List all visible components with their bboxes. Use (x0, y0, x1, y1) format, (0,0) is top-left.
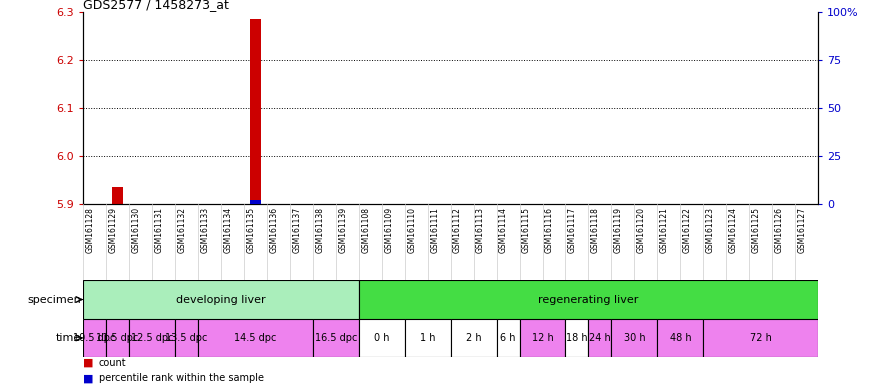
Text: GSM161133: GSM161133 (200, 207, 209, 253)
Text: GSM161132: GSM161132 (178, 207, 186, 253)
Text: GSM161120: GSM161120 (637, 207, 646, 253)
Text: GSM161137: GSM161137 (292, 207, 301, 253)
Text: GSM161135: GSM161135 (247, 207, 255, 253)
Bar (106, 319, 130, 357)
Text: GSM161115: GSM161115 (522, 207, 531, 253)
Text: 24 h: 24 h (589, 333, 611, 343)
Bar (130, 319, 175, 357)
Text: 16.5 dpc: 16.5 dpc (315, 333, 357, 343)
Text: developing liver: developing liver (176, 295, 266, 305)
Text: GSM161112: GSM161112 (453, 207, 462, 253)
Bar (497, 319, 520, 357)
Text: GSM161113: GSM161113 (476, 207, 485, 253)
Bar (198, 319, 313, 357)
Text: percentile rank within the sample: percentile rank within the sample (99, 373, 264, 383)
Text: 12.5 dpc: 12.5 dpc (130, 333, 173, 343)
Text: GSM161122: GSM161122 (682, 207, 692, 253)
Text: GSM161119: GSM161119 (614, 207, 623, 253)
Text: 13.5 dpc: 13.5 dpc (165, 333, 207, 343)
Bar (83, 280, 359, 319)
Text: 0 h: 0 h (374, 333, 389, 343)
Text: specimen: specimen (27, 295, 80, 305)
Text: 10.5 dpc: 10.5 dpc (74, 333, 116, 343)
Text: GSM161125: GSM161125 (752, 207, 760, 253)
Bar (451, 319, 497, 357)
Text: 12 h: 12 h (532, 333, 553, 343)
Text: GSM161129: GSM161129 (108, 207, 117, 253)
Text: ■: ■ (83, 358, 94, 368)
Text: 14.5 dpc: 14.5 dpc (234, 333, 276, 343)
Text: 72 h: 72 h (750, 333, 772, 343)
Bar (612, 319, 657, 357)
Text: GDS2577 / 1458273_at: GDS2577 / 1458273_at (83, 0, 229, 12)
Text: 6 h: 6 h (500, 333, 515, 343)
Text: GSM161111: GSM161111 (430, 207, 439, 253)
Text: GSM161117: GSM161117 (568, 207, 577, 253)
Text: time: time (56, 333, 80, 343)
Text: GSM161136: GSM161136 (270, 207, 278, 253)
Text: GSM161108: GSM161108 (361, 207, 370, 253)
Text: 48 h: 48 h (669, 333, 691, 343)
Text: 30 h: 30 h (624, 333, 645, 343)
Bar (313, 319, 359, 357)
Text: count: count (99, 358, 127, 368)
Bar (404, 319, 451, 357)
Bar (112, 187, 123, 204)
Bar (175, 319, 198, 357)
Text: GSM161130: GSM161130 (131, 207, 141, 253)
Bar (589, 319, 612, 357)
Text: GSM161121: GSM161121 (660, 207, 668, 253)
Text: GSM161138: GSM161138 (315, 207, 325, 253)
Text: GSM161128: GSM161128 (86, 207, 94, 253)
Text: ■: ■ (83, 373, 94, 383)
Bar (520, 319, 565, 357)
Bar (704, 319, 818, 357)
Text: regenerating liver: regenerating liver (538, 295, 639, 305)
Text: GSM161126: GSM161126 (774, 207, 784, 253)
Bar (657, 319, 704, 357)
Bar (359, 280, 818, 319)
Text: 1 h: 1 h (420, 333, 436, 343)
Text: GSM161131: GSM161131 (155, 207, 164, 253)
Text: 18 h: 18 h (566, 333, 588, 343)
Bar (249, 19, 261, 204)
Text: GSM161116: GSM161116 (545, 207, 554, 253)
Text: GSM161110: GSM161110 (407, 207, 416, 253)
Text: GSM161114: GSM161114 (499, 207, 508, 253)
Text: GSM161139: GSM161139 (339, 207, 347, 253)
Text: 11.5 dpc: 11.5 dpc (96, 333, 139, 343)
Text: GSM161109: GSM161109 (384, 207, 393, 253)
Bar (83, 319, 106, 357)
Bar (565, 319, 589, 357)
Text: GSM161127: GSM161127 (798, 207, 807, 253)
Text: GSM161123: GSM161123 (706, 207, 715, 253)
Text: GSM161134: GSM161134 (223, 207, 233, 253)
Bar (359, 319, 404, 357)
Text: GSM161124: GSM161124 (729, 207, 738, 253)
Text: 2 h: 2 h (466, 333, 481, 343)
Bar (249, 200, 261, 204)
Text: GSM161118: GSM161118 (591, 207, 600, 253)
